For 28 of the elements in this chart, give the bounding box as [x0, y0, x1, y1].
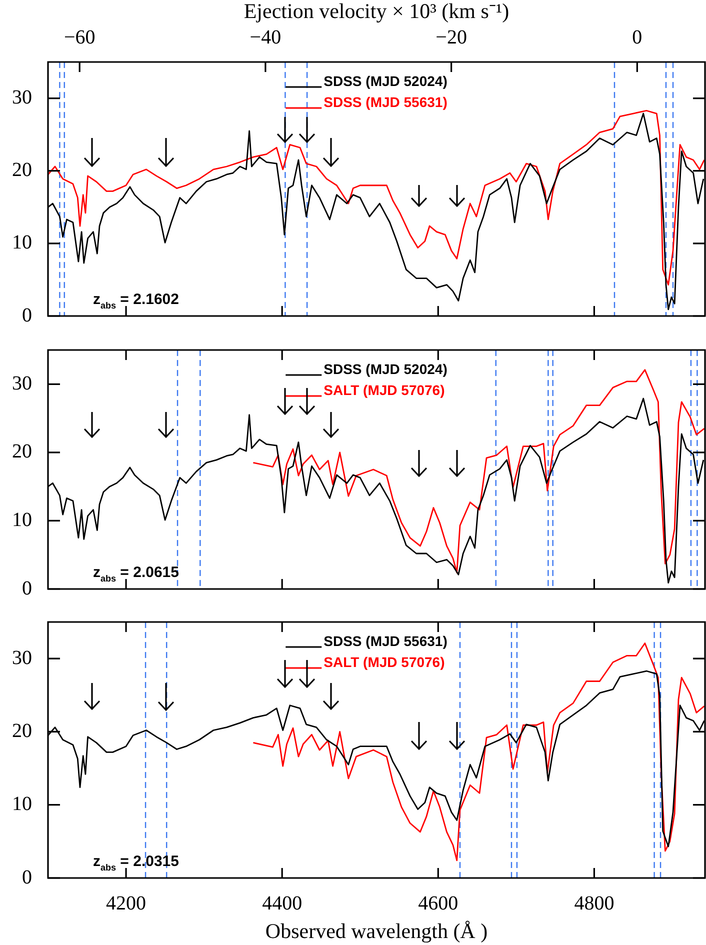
x2-axis-title: Ejection velocity × 10³ (km s⁻¹) [244, 0, 510, 24]
x-tick-label: 4200 [106, 892, 146, 914]
x-axis-title: Observed wavelength (Å ) [265, 918, 488, 943]
legend-label: SDSS (MJD 52024) [324, 360, 448, 377]
legend-label: SDSS (MJD 52024) [324, 72, 448, 89]
y-tick-label: 0 [22, 577, 32, 600]
y-tick-label: 0 [22, 866, 32, 888]
x-tick-label: 4800 [574, 892, 614, 914]
y-tick-label: 10 [12, 793, 32, 816]
y-tick-label: 30 [12, 372, 32, 394]
legend-label: SALT (MJD 57076) [324, 382, 445, 398]
legend-label: SDSS (MJD 55631) [324, 94, 448, 110]
x-tick-label: 4600 [418, 892, 458, 914]
y-tick-label: 20 [12, 440, 32, 463]
y-tick-label: 20 [12, 720, 32, 742]
x2-tick-label: 0 [632, 26, 642, 48]
y-tick-label: 30 [12, 646, 32, 669]
y-tick-label: 0 [22, 304, 32, 326]
y-tick-label: 10 [12, 232, 32, 254]
y-tick-label: 20 [12, 159, 32, 182]
x2-tick-label: −40 [250, 26, 282, 48]
y-tick-label: 10 [12, 508, 32, 531]
y-tick-label: 30 [12, 86, 32, 109]
x2-tick-label: −20 [436, 26, 467, 48]
legend-label: SALT (MJD 57076) [324, 654, 445, 670]
x-tick-label: 4400 [262, 892, 302, 914]
legend-label: SDSS (MJD 55631) [324, 632, 448, 649]
x2-tick-label: −60 [64, 26, 96, 48]
